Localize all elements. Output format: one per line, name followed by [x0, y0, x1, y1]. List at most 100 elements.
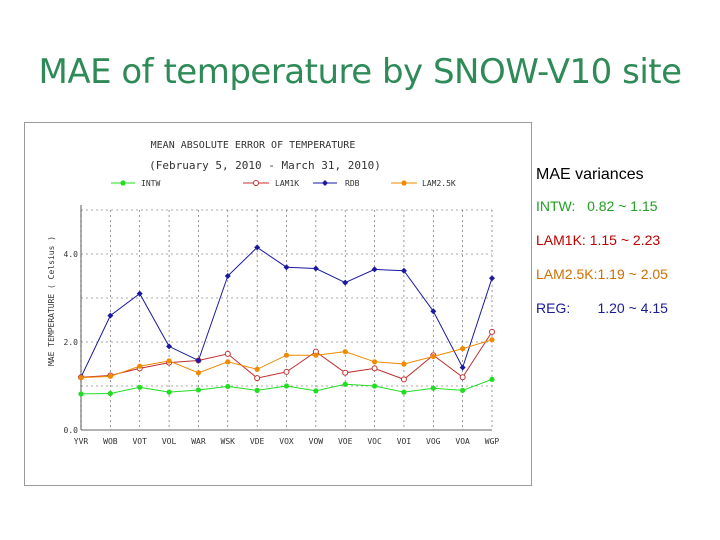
x-tick-label: WSK: [221, 437, 236, 446]
data-point-lam2-5k: [371, 359, 378, 365]
data-point-lam2-5k: [225, 359, 231, 365]
variance-row-intw: INTW: 0.82 ~ 1.15: [536, 198, 716, 232]
data-point-lam2-5k: [283, 352, 290, 358]
data-point-intw: [460, 387, 466, 393]
data-point-rdb: [400, 267, 407, 274]
legend-marker-rdb: [322, 180, 328, 186]
x-tick-label: YVR: [74, 437, 89, 446]
variance-label: REG:: [536, 300, 571, 316]
legend-label-lam1k: LAM1K: [275, 179, 299, 188]
legend-marker-lam2-5k: [401, 180, 407, 186]
mae-variances-panel: MAE variances INTW: 0.82 ~ 1.15 LAM1K: 1…: [536, 166, 716, 334]
y-tick-label: 0.0: [64, 426, 79, 435]
data-point-lam1k: [224, 350, 231, 357]
legend-marker-intw: [120, 180, 126, 186]
data-point-intw: [401, 389, 407, 395]
data-point-lam2-5k: [195, 370, 202, 376]
data-point-intw: [225, 383, 231, 390]
variance-label: LAM1K:: [536, 232, 586, 248]
data-point-lam1k: [459, 374, 466, 381]
data-point-lam2-5k: [137, 363, 143, 369]
data-point-intw: [78, 391, 84, 397]
x-tick-label: VOX: [279, 437, 294, 446]
chart-panel: MEAN ABSOLUTE ERROR OF TEMPERATURE (Febr…: [24, 122, 532, 486]
mae-line-chart: MEAN ABSOLUTE ERROR OF TEMPERATURE (Febr…: [47, 140, 500, 446]
data-point-lam2-5k: [78, 375, 84, 381]
data-point-lam2-5k: [401, 361, 407, 367]
variance-row-lam1k: LAM1K: 1.15 ~ 2.23: [536, 232, 716, 266]
variances-heading: MAE variances: [536, 166, 644, 183]
variance-range: 0.82 ~ 1.15: [587, 198, 658, 214]
x-tick-label: WOB: [103, 437, 118, 446]
chart-title: MEAN ABSOLUTE ERROR OF TEMPERATURE: [151, 140, 356, 151]
data-point-lam2-5k: [107, 373, 113, 379]
x-tick-label: VOA: [455, 437, 470, 446]
legend-label-intw: INTW: [141, 179, 160, 188]
variance-row-lam25k: LAM2.5K:1.19 ~ 2.05: [536, 266, 716, 300]
data-point-rdb: [107, 312, 114, 319]
data-point-lam2-5k: [460, 346, 466, 352]
data-point-intw: [166, 389, 172, 395]
chart-series: [78, 244, 495, 397]
data-point-intw: [254, 387, 260, 393]
data-point-intw: [137, 384, 143, 390]
chart-legend: INTW LAM1K RDB LAM2.5K: [111, 179, 456, 188]
data-point-lam1k: [489, 328, 495, 335]
data-point-lam1k: [342, 369, 349, 376]
slide-title: MAE of temperature by SNOW-V10 site: [38, 52, 682, 92]
variance-range: 1.19 ~ 2.05: [597, 266, 668, 282]
variance-range: 1.20 ~ 4.15: [597, 300, 668, 316]
x-tick-label: VOT: [132, 437, 147, 446]
legend-label-rdb: RDB: [345, 179, 360, 188]
data-point-intw: [489, 376, 495, 382]
data-point-rdb: [489, 275, 495, 282]
y-tick-label: 4.0: [64, 250, 79, 259]
y-tick-label: 2.0: [64, 338, 79, 347]
data-point-lam2-5k: [313, 352, 319, 358]
data-point-rdb: [342, 279, 349, 286]
x-tick-label: WAR: [191, 437, 206, 446]
legend-label-lam2-5k: LAM2.5K: [422, 179, 456, 188]
data-point-rdb: [430, 308, 437, 315]
data-point-lam2-5k: [342, 349, 348, 355]
x-tick-label: VOC: [367, 437, 382, 446]
data-point-lam1k: [400, 376, 407, 383]
legend-marker-lam1k: [253, 180, 259, 186]
x-tick-label: VOW: [309, 437, 324, 446]
data-point-rdb: [224, 273, 231, 279]
data-point-rdb: [459, 364, 466, 371]
chart-ticks: 0.0 2.0 4.0 YVR WOB VOT VOL WAR WSK VDE VOX VOW VOE V…: [64, 250, 500, 446]
data-point-rdb: [312, 265, 319, 272]
data-point-intw: [107, 390, 113, 397]
data-point-rdb: [136, 290, 143, 297]
data-point-rdb: [283, 264, 290, 271]
data-point-lam2-5k: [254, 366, 260, 372]
x-tick-label: VDE: [250, 437, 265, 446]
data-point-lam2-5k: [489, 337, 495, 343]
variance-label: INTW:: [536, 198, 576, 214]
data-point-intw: [430, 385, 436, 391]
x-tick-label: VOE: [338, 437, 353, 446]
data-point-lam2-5k: [430, 353, 436, 360]
x-tick-label: VOI: [397, 437, 412, 446]
data-point-intw: [313, 388, 319, 394]
x-tick-label: VOL: [162, 437, 177, 446]
data-point-intw: [283, 383, 290, 389]
variance-label: LAM2.5K:: [536, 266, 598, 282]
data-point-intw: [342, 381, 348, 387]
x-tick-label: WGP: [485, 437, 500, 446]
data-point-intw: [195, 387, 202, 393]
data-point-rdb: [166, 343, 173, 350]
chart-subtitle: (February 5, 2010 - March 31, 2010): [149, 159, 381, 172]
x-tick-label: VOG: [426, 437, 441, 446]
variance-range: 1.15 ~ 2.23: [589, 232, 661, 248]
data-point-lam1k: [371, 365, 378, 372]
data-point-lam1k: [254, 375, 261, 382]
chart-y-axis-label: MAE TEMPERATURE ( Celsius ): [47, 236, 56, 366]
chart-grid: [80, 205, 493, 431]
data-point-rdb: [195, 357, 202, 364]
data-point-rdb: [254, 244, 261, 251]
data-point-rdb: [371, 266, 378, 273]
data-point-intw: [371, 383, 378, 389]
data-point-lam2-5k: [166, 358, 172, 364]
